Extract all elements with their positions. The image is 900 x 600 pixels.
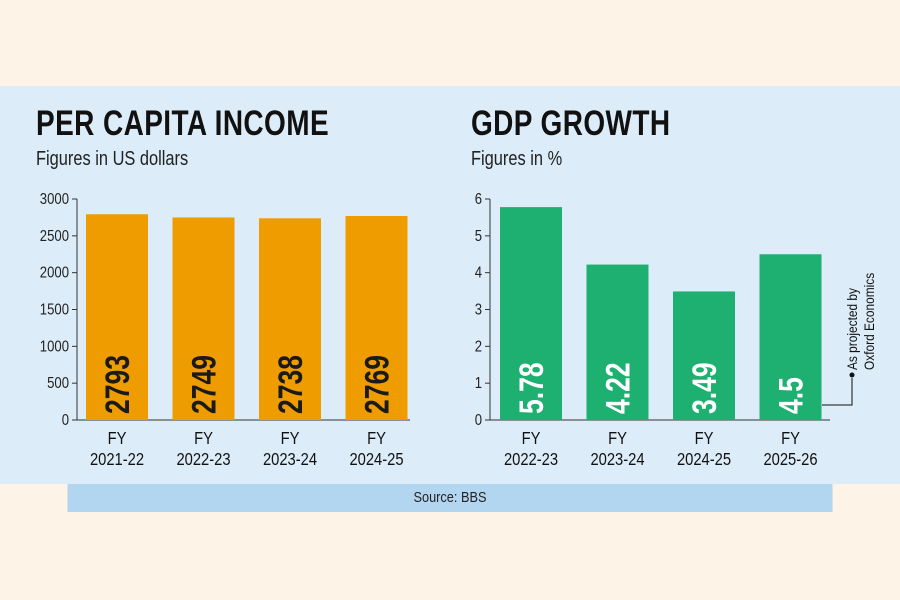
gdp-category-label: FY	[695, 429, 714, 449]
gdp-annotation-line1: As projected by	[844, 288, 860, 370]
gdp-y-tick-label: 6	[475, 191, 482, 208]
gdp-y-tick-label: 0	[475, 412, 482, 429]
income-bar	[172, 217, 235, 420]
gdp-bar-data-label: 4.5	[772, 377, 810, 414]
income-category-label: FY	[281, 429, 300, 449]
gdp-annotation-line2: Oxford Economics	[861, 272, 877, 370]
income-category-label: FY	[194, 429, 213, 449]
income-bar-data-label: 2749	[185, 355, 223, 414]
chart-panel	[0, 86, 900, 484]
gdp-bar	[500, 207, 562, 420]
gdp-y-tick-label: 3	[475, 301, 482, 318]
gdp-category-label: FY	[781, 429, 800, 449]
gdp-category-label: 2024-25	[677, 450, 731, 470]
gdp-category-label: 2023-24	[590, 450, 644, 470]
income-bar	[259, 218, 321, 420]
gdp-annotation-dot	[849, 372, 855, 378]
income-category-label: 2022-23	[176, 450, 230, 470]
gdp-bar	[673, 291, 735, 420]
income-y-tick-label: 2500	[40, 228, 69, 245]
gdp-category-label: FY	[522, 429, 541, 449]
gdp-y-tick-label: 1	[475, 375, 482, 392]
income-y-tick-label: 2000	[40, 265, 69, 282]
income-chart-subtitle: Figures in US dollars	[36, 148, 189, 170]
income-category-label: 2024-25	[349, 450, 403, 470]
income-category-label: 2021-22	[90, 450, 144, 470]
income-bar-data-label: 2738	[272, 355, 310, 414]
income-y-tick-label: 1500	[40, 301, 69, 318]
gdp-y-tick-label: 5	[475, 228, 482, 245]
income-bar-data-label: 2769	[358, 355, 396, 414]
income-y-tick-label: 500	[47, 375, 69, 392]
income-y-tick-label: 3000	[40, 191, 69, 208]
gdp-annotation-leader	[822, 378, 853, 406]
gdp-y-tick-label: 2	[475, 338, 482, 355]
gdp-chart-subtitle: Figures in %	[471, 148, 563, 170]
income-bar	[345, 216, 408, 420]
income-category-label: FY	[367, 429, 386, 449]
income-y-tick-label: 1000	[40, 338, 69, 355]
gdp-category-label: 2025-26	[763, 450, 817, 470]
income-category-label: FY	[108, 429, 127, 449]
gdp-chart-title: GDP GROWTH	[471, 104, 671, 143]
gdp-y-tick-label: 4	[475, 265, 482, 282]
income-bar	[86, 214, 148, 420]
income-y-tick-label: 0	[62, 412, 69, 429]
gdp-bar-data-label: 3.49	[686, 362, 724, 414]
income-category-label: 2023-24	[263, 450, 317, 470]
gdp-bar	[759, 254, 822, 420]
income-chart-title: PER CAPITA INCOME	[36, 104, 330, 143]
gdp-bar	[586, 264, 649, 420]
gdp-bar-data-label: 4.22	[599, 362, 637, 414]
gdp-bar-data-label: 5.78	[513, 362, 551, 414]
gdp-category-label: FY	[608, 429, 627, 449]
gdp-category-label: 2022-23	[504, 450, 558, 470]
source-note: Source: BBS	[67, 484, 833, 512]
income-bar-data-label: 2793	[99, 355, 137, 414]
